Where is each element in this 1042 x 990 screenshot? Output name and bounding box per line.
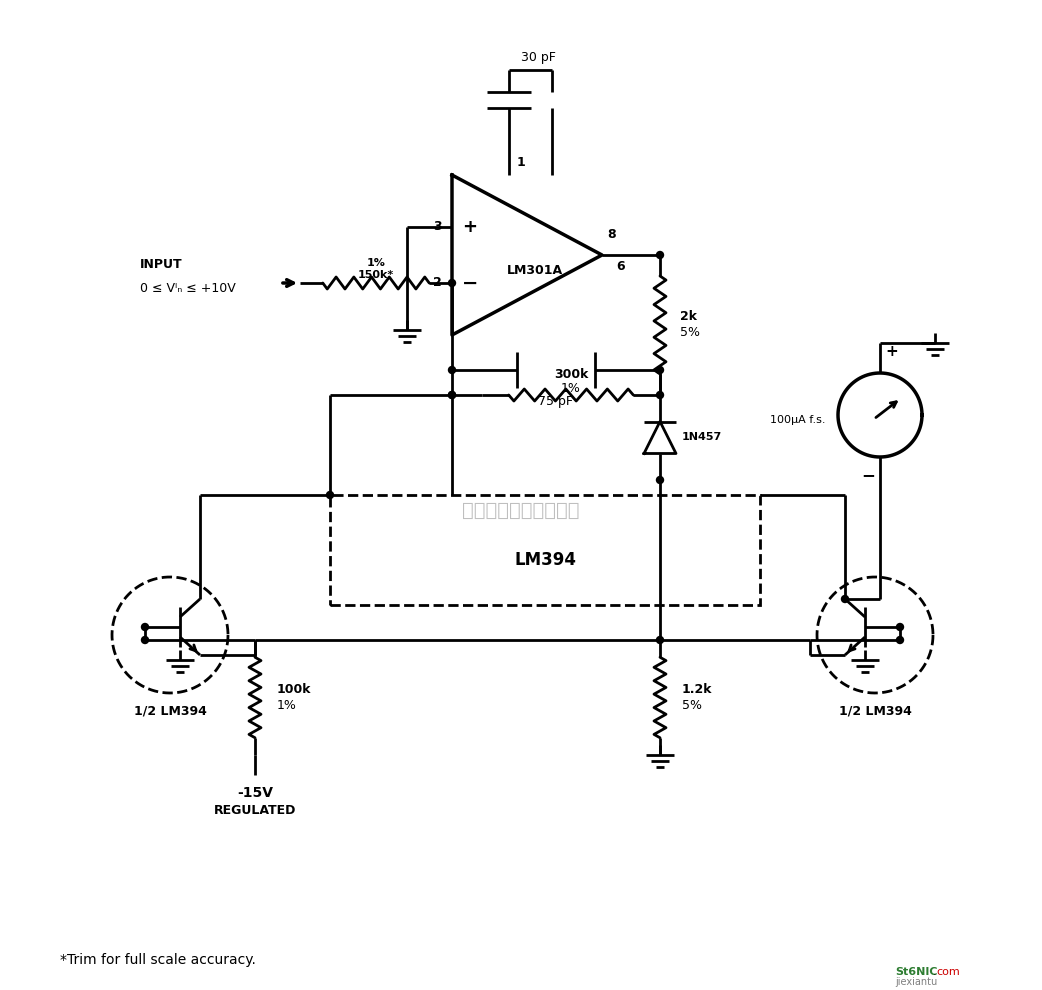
Text: .: .	[933, 967, 937, 977]
Text: -15V: -15V	[237, 786, 273, 800]
Text: REGULATED: REGULATED	[214, 804, 296, 817]
Circle shape	[656, 476, 664, 483]
Circle shape	[448, 366, 455, 373]
Text: jiexiantu: jiexiantu	[895, 977, 937, 987]
Text: 100k: 100k	[277, 683, 312, 696]
Circle shape	[142, 637, 149, 644]
Text: 150k*: 150k*	[357, 270, 394, 280]
Text: 2k: 2k	[680, 311, 697, 324]
Text: +: +	[886, 344, 898, 358]
Text: St6NIC: St6NIC	[895, 967, 938, 977]
Text: *Trim for full scale accuracy.: *Trim for full scale accuracy.	[60, 953, 256, 967]
Text: −: −	[861, 466, 875, 484]
Text: 3: 3	[433, 221, 442, 234]
Text: 1/2 LM394: 1/2 LM394	[839, 705, 912, 718]
Text: 5%: 5%	[683, 699, 702, 712]
Circle shape	[656, 391, 664, 399]
Text: LM394: LM394	[514, 551, 576, 569]
Text: 2: 2	[433, 276, 442, 289]
Circle shape	[448, 391, 455, 399]
Text: 100μA f.s.: 100μA f.s.	[769, 415, 825, 425]
Text: 5%: 5%	[680, 327, 700, 340]
Circle shape	[448, 391, 455, 399]
Text: 1%: 1%	[277, 699, 297, 712]
Bar	[330, 495, 760, 605]
Text: com: com	[936, 967, 960, 977]
Text: LM301A: LM301A	[507, 263, 563, 276]
Circle shape	[896, 624, 903, 631]
Circle shape	[842, 596, 848, 603]
Circle shape	[142, 624, 149, 631]
Text: 杭州将睢科技有限公司: 杭州将睢科技有限公司	[463, 501, 579, 520]
Text: 30 pF: 30 pF	[521, 51, 556, 64]
Text: 1: 1	[517, 156, 525, 169]
Text: −: −	[462, 273, 478, 292]
Text: 1%: 1%	[561, 381, 581, 394]
Circle shape	[896, 637, 903, 644]
Text: 0 ≤ Vᴵₙ ≤ +10V: 0 ≤ Vᴵₙ ≤ +10V	[140, 281, 235, 294]
Circle shape	[448, 279, 455, 286]
Circle shape	[656, 251, 664, 258]
Text: INPUT: INPUT	[140, 258, 182, 271]
Text: 300k: 300k	[553, 368, 588, 381]
Text: 1%: 1%	[367, 258, 386, 268]
Text: +: +	[463, 218, 477, 236]
Circle shape	[656, 366, 664, 373]
Text: 75 pF: 75 pF	[539, 395, 573, 409]
Circle shape	[326, 491, 333, 499]
Text: 8: 8	[607, 229, 616, 242]
Text: 1/2 LM394: 1/2 LM394	[133, 705, 206, 718]
Text: 1.2k: 1.2k	[683, 683, 713, 696]
Circle shape	[656, 637, 664, 644]
Text: 1N457: 1N457	[683, 433, 722, 443]
Text: 6: 6	[616, 260, 624, 273]
